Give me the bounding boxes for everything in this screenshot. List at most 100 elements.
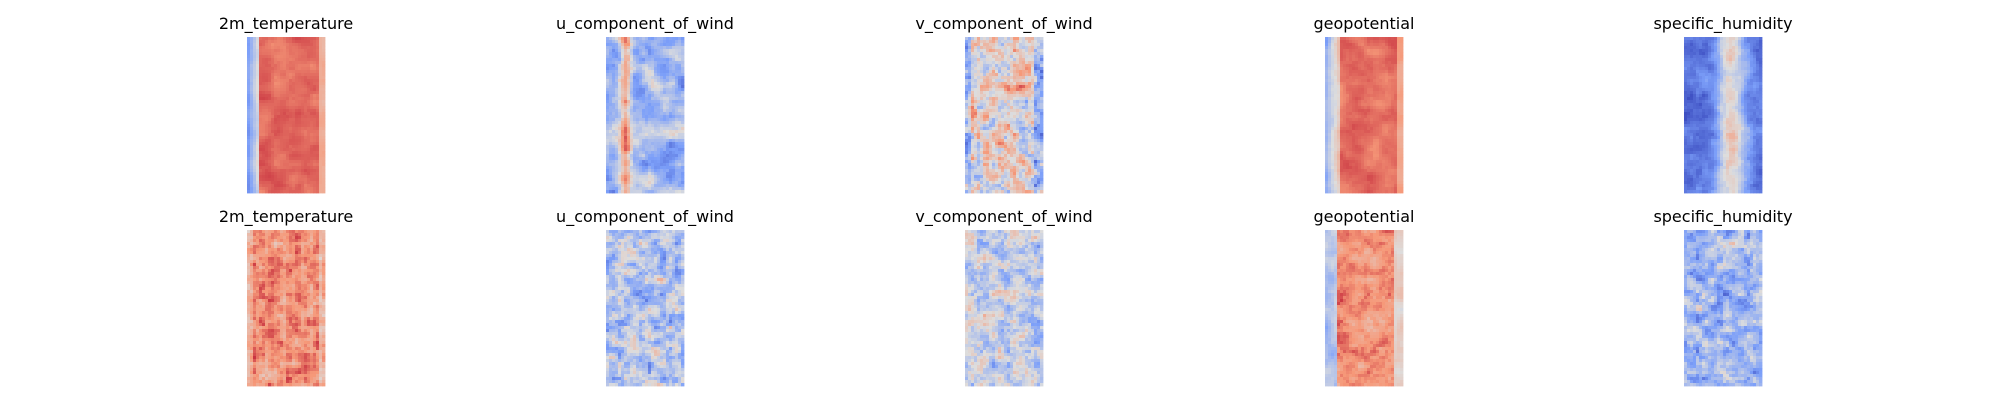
heatmap-cell	[268, 142, 272, 146]
heatmap-cell	[660, 133, 664, 137]
heatmap-cell	[307, 166, 311, 170]
heatmap-cell	[1331, 94, 1335, 98]
heatmap-cell	[660, 49, 664, 53]
heatmap-cell	[1031, 136, 1035, 140]
heatmap-cell	[1400, 43, 1404, 47]
heatmap-cell	[1373, 133, 1377, 137]
heatmap-cell	[250, 46, 254, 50]
heatmap-cell	[271, 142, 275, 146]
heatmap-cell	[280, 91, 284, 95]
heatmap-cell	[1016, 103, 1020, 107]
heatmap-cell	[304, 79, 308, 83]
heatmap-cell	[274, 184, 278, 188]
heatmap-cell	[1355, 40, 1359, 44]
heatmap-cell	[1391, 109, 1395, 113]
heatmap-cell	[983, 61, 987, 65]
heatmap-cell	[259, 46, 263, 50]
heatmap-cell	[669, 145, 673, 149]
heatmap-cell	[253, 175, 257, 179]
heatmap-cell	[965, 178, 969, 182]
heatmap-cell	[1337, 73, 1341, 77]
heatmap-cell	[310, 61, 314, 65]
heatmap-cell	[995, 85, 999, 89]
heatmap-cell	[1385, 76, 1389, 80]
heatmap-cell	[1361, 142, 1365, 146]
heatmap-cell	[259, 43, 263, 47]
heatmap-cell	[648, 178, 652, 182]
heatmap-cell	[998, 103, 1002, 107]
heatmap-cell	[1001, 109, 1005, 113]
heatmap-cell	[639, 145, 643, 149]
heatmap-cell	[277, 94, 281, 98]
heatmap-cell	[283, 184, 287, 188]
heatmap-cell	[1040, 70, 1044, 74]
heatmap-cell	[268, 145, 272, 149]
heatmap-cell	[639, 88, 643, 92]
heatmap-cell	[256, 136, 260, 140]
heatmap-cell	[621, 142, 625, 146]
heatmap-cell	[1328, 97, 1332, 101]
heatmap-cell	[995, 100, 999, 104]
heatmap-cell	[1031, 160, 1035, 164]
heatmap-cell	[1364, 97, 1368, 101]
heatmap-cell	[292, 148, 296, 152]
heatmap-cell	[995, 67, 999, 71]
heatmap-cell	[612, 160, 616, 164]
heatmap-cell	[1031, 100, 1035, 104]
heatmap-cell	[1373, 112, 1377, 116]
heatmap-cell	[1361, 55, 1365, 59]
heatmap-cell	[1364, 118, 1368, 122]
heatmap-cell	[1337, 37, 1341, 41]
heatmap-cell	[995, 70, 999, 74]
heatmap-cell	[1361, 52, 1365, 56]
heatmap-cell	[1328, 52, 1332, 56]
heatmap-cell	[639, 190, 643, 194]
heatmap-cell	[651, 76, 655, 80]
heatmap-cell	[1037, 73, 1041, 77]
heatmap-cell	[1037, 61, 1041, 65]
heatmap-cell	[639, 175, 643, 179]
heatmap-cell	[1376, 79, 1380, 83]
heatmap-cell	[983, 118, 987, 122]
heatmap-cell	[247, 139, 251, 143]
heatmap-cell	[319, 139, 323, 143]
heatmap-cell	[1001, 124, 1005, 128]
heatmap-cell	[1346, 112, 1350, 116]
heatmap-cell	[678, 61, 682, 65]
heatmap-cell	[277, 118, 281, 122]
heatmap-cell	[633, 64, 637, 68]
heatmap-cell	[280, 82, 284, 86]
heatmap-cell	[618, 94, 622, 98]
heatmap-cell	[301, 88, 305, 92]
heatmap-cell	[1340, 139, 1344, 143]
heatmap-cell	[612, 157, 616, 161]
heatmap-cell	[292, 49, 296, 53]
heatmap-cell	[1394, 136, 1398, 140]
heatmap-cell	[672, 85, 676, 89]
heatmap-cell	[648, 43, 652, 47]
heatmap-cell	[998, 160, 1002, 164]
heatmap-cell	[675, 82, 679, 86]
heatmap-cell	[654, 55, 658, 59]
heatmap-cell	[666, 118, 670, 122]
heatmap-cell	[1007, 130, 1011, 134]
heatmap-cell	[1367, 82, 1371, 86]
heatmap-cell	[250, 163, 254, 167]
heatmap-cell	[1397, 67, 1401, 71]
heatmap-cell	[965, 181, 969, 185]
heatmap-cell	[681, 76, 685, 80]
heatmap-cell	[253, 88, 257, 92]
heatmap-cell	[271, 49, 275, 53]
heatmap-cell	[1037, 112, 1041, 116]
heatmap-cell	[666, 136, 670, 140]
heatmap-cell	[648, 49, 652, 53]
heatmap-cell	[681, 115, 685, 119]
heatmap-cell	[615, 61, 619, 65]
heatmap-cell	[289, 58, 293, 62]
heatmap-cell	[259, 172, 263, 176]
heatmap-cell	[681, 118, 685, 122]
heatmap-cell	[974, 184, 978, 188]
heatmap-cell	[621, 115, 625, 119]
heatmap-cell	[992, 187, 996, 191]
heatmap-cell	[648, 184, 652, 188]
